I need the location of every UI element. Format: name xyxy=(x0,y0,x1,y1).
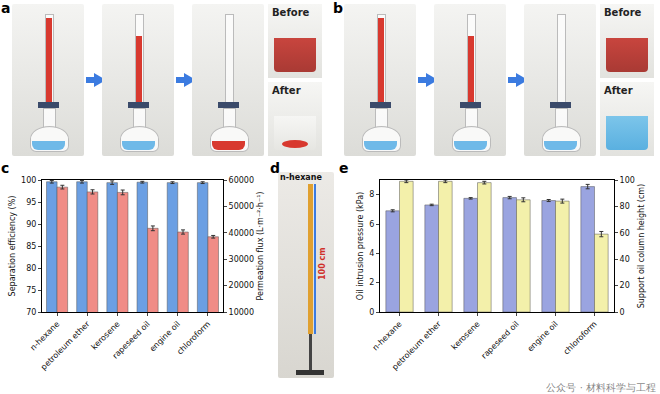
svg-text:0: 0 xyxy=(369,308,374,317)
svg-text:n-hexane: n-hexane xyxy=(28,319,61,352)
html-text:a: a xyxy=(1,0,11,16)
svg-text:80: 80 xyxy=(26,264,36,273)
svg-text:rapeseed oil: rapeseed oil xyxy=(111,319,152,360)
svg-text:75: 75 xyxy=(26,286,36,295)
svg-text:6: 6 xyxy=(369,220,374,229)
html-text:n-hexane: n-hexane xyxy=(280,173,322,182)
html-text:100 cm: 100 cm xyxy=(318,247,327,280)
svg-text:2: 2 xyxy=(369,278,374,287)
svg-text:30000: 30000 xyxy=(229,255,254,264)
svg-text:0: 0 xyxy=(620,308,625,317)
svg-text:80: 80 xyxy=(620,202,630,211)
svg-text:Separation efficiency (%): Separation efficiency (%) xyxy=(8,196,17,297)
svg-text:rapeseed oil: rapeseed oil xyxy=(480,319,521,360)
svg-text:8: 8 xyxy=(369,190,374,199)
html-text:c: c xyxy=(1,160,10,176)
svg-text:engine oil: engine oil xyxy=(526,319,560,353)
svg-text:90: 90 xyxy=(26,220,36,229)
svg-text:50000: 50000 xyxy=(229,202,254,211)
svg-text:chloroform: chloroform xyxy=(175,319,212,356)
html-text:d: d xyxy=(270,160,280,176)
svg-text:40: 40 xyxy=(620,255,630,264)
svg-text:kerosene: kerosene xyxy=(450,319,482,351)
html-text:Before: Before xyxy=(604,7,642,18)
svg-text:kerosene: kerosene xyxy=(90,319,122,351)
svg-text:petroleum ether: petroleum ether xyxy=(390,319,443,372)
svg-text:n-hexane: n-hexane xyxy=(371,319,404,352)
svg-text:85: 85 xyxy=(26,242,36,251)
html-text:Before: Before xyxy=(272,7,310,18)
svg-text:Support oil column height (cm): Support oil column height (cm) xyxy=(637,184,646,309)
svg-text:100: 100 xyxy=(620,176,635,185)
svg-text:Oil intrusion pressure (kPa): Oil intrusion pressure (kPa) xyxy=(356,192,365,300)
html-text:公众号 · 材料科学与工程: 公众号 · 材料科学与工程 xyxy=(546,382,656,393)
svg-text:70: 70 xyxy=(26,308,36,317)
html-text:e: e xyxy=(339,160,349,176)
html-text:b: b xyxy=(333,0,343,16)
svg-text:60000: 60000 xyxy=(229,176,254,185)
svg-text:20000: 20000 xyxy=(229,281,254,290)
svg-text:95: 95 xyxy=(26,198,36,207)
svg-text:40000: 40000 xyxy=(229,229,254,238)
svg-text:4: 4 xyxy=(369,249,374,258)
svg-text:engine oil: engine oil xyxy=(148,319,182,353)
html-text:After: After xyxy=(272,85,301,96)
html-text:After: After xyxy=(604,85,633,96)
svg-text:chloroform: chloroform xyxy=(562,319,599,356)
svg-text:60: 60 xyxy=(620,229,630,238)
svg-text:10000: 10000 xyxy=(229,308,254,317)
svg-text:Permeation flux (L·m⁻²·h⁻¹): Permeation flux (L·m⁻²·h⁻¹) xyxy=(256,192,265,301)
svg-text:petroleum ether: petroleum ether xyxy=(39,319,92,372)
svg-text:20: 20 xyxy=(620,281,630,290)
svg-text:100: 100 xyxy=(21,176,36,185)
